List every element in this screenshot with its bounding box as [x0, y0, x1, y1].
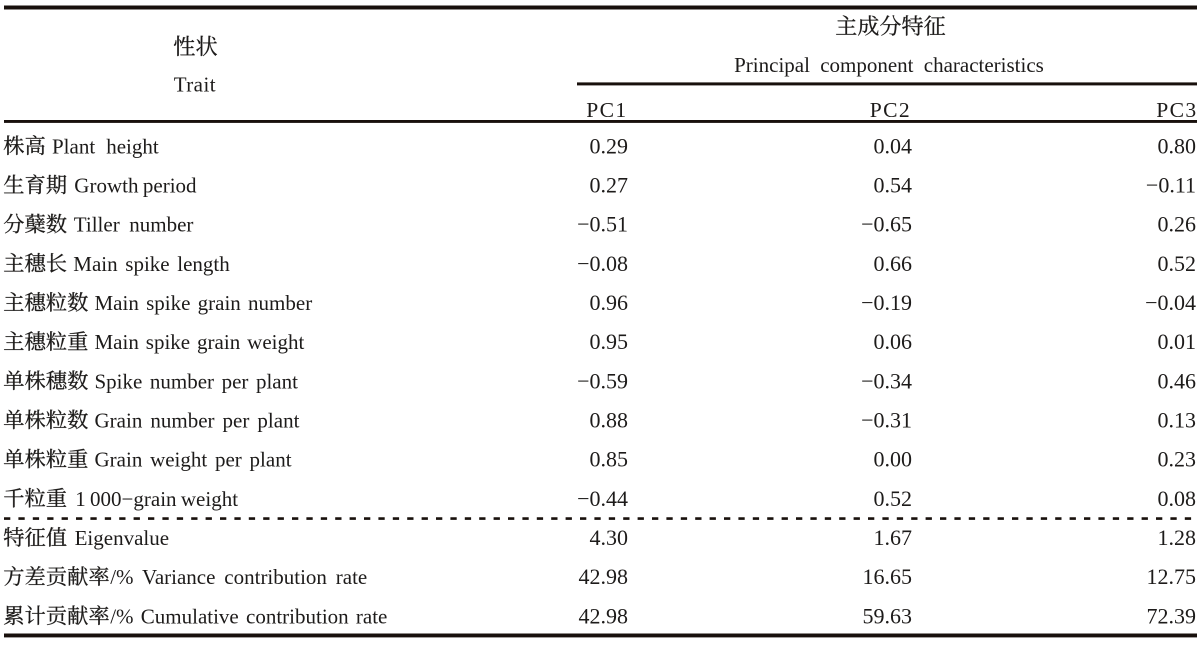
svg-text:0.52: 0.52: [874, 486, 913, 511]
svg-text:1.67: 1.67: [874, 525, 913, 550]
svg-text:12.75: 12.75: [1147, 564, 1197, 589]
svg-text:0.88: 0.88: [590, 408, 629, 433]
svg-text:0.66: 0.66: [874, 251, 913, 276]
svg-text:Eigenvalue: Eigenvalue: [75, 526, 169, 550]
svg-text:0.80: 0.80: [1158, 133, 1197, 158]
svg-text:42.98: 42.98: [579, 603, 629, 628]
svg-text:0.85: 0.85: [590, 447, 629, 472]
svg-text:Main spike length: Main spike length: [73, 252, 230, 276]
svg-text:0.27: 0.27: [590, 173, 629, 198]
svg-text:0.00: 0.00: [874, 447, 913, 472]
svg-text:PC3: PC3: [1156, 98, 1197, 122]
svg-text:1.28: 1.28: [1158, 525, 1197, 550]
svg-text:0.08: 0.08: [1158, 486, 1197, 511]
svg-text:Main spike grain weight: Main spike grain weight: [95, 330, 305, 354]
svg-text:−0.59: −0.59: [577, 368, 628, 393]
svg-text:Main spike grain number: Main spike grain number: [95, 291, 313, 315]
svg-text:0.23: 0.23: [1158, 447, 1197, 472]
svg-text:−0.51: −0.51: [577, 212, 628, 237]
svg-text:0.46: 0.46: [1158, 368, 1197, 393]
svg-text:Spike number per plant: Spike number per plant: [95, 369, 299, 393]
svg-text:Tiller number: Tiller number: [74, 213, 194, 237]
svg-text:Plant height: Plant height: [52, 134, 159, 158]
svg-text:−0.44: −0.44: [577, 486, 628, 511]
svg-text:0.54: 0.54: [874, 173, 913, 198]
svg-text:72.39: 72.39: [1147, 603, 1197, 628]
svg-text:0.01: 0.01: [1158, 329, 1197, 354]
svg-text:0.95: 0.95: [590, 329, 629, 354]
svg-text:0.96: 0.96: [590, 290, 629, 315]
svg-text:59.63: 59.63: [863, 603, 913, 628]
svg-text:0.13: 0.13: [1158, 408, 1197, 433]
svg-text:0.29: 0.29: [590, 133, 629, 158]
svg-text:0.06: 0.06: [874, 329, 913, 354]
svg-text:/% Variance contribution rate: /% Variance contribution rate: [110, 565, 367, 589]
svg-text:0.26: 0.26: [1158, 212, 1197, 237]
svg-text:Grain weight per plant: Grain weight per plant: [95, 448, 292, 472]
svg-text:16.65: 16.65: [863, 564, 913, 589]
svg-text:−0.31: −0.31: [861, 408, 912, 433]
svg-text:Trait: Trait: [174, 72, 216, 96]
svg-text:0.52: 0.52: [1158, 251, 1197, 276]
svg-text:−0.19: −0.19: [861, 290, 912, 315]
svg-text:−0.04: −0.04: [1145, 290, 1196, 315]
svg-text:/% Cumulative contribution rat: /% Cumulative contribution rate: [110, 604, 387, 628]
svg-text:PC1: PC1: [586, 98, 627, 122]
svg-text:−0.11: −0.11: [1146, 173, 1196, 198]
svg-text:−0.34: −0.34: [861, 368, 912, 393]
svg-text:−0.65: −0.65: [861, 212, 912, 237]
svg-text:42.98: 42.98: [579, 564, 629, 589]
svg-text:−0.08: −0.08: [577, 251, 628, 276]
svg-text:0.04: 0.04: [874, 133, 913, 158]
svg-text:1 000−grain weight: 1 000−grain weight: [75, 487, 238, 511]
svg-text:Grain number per plant: Grain number per plant: [95, 409, 300, 433]
svg-text:4.30: 4.30: [590, 525, 629, 550]
svg-text:Principal component characteri: Principal component characteristics: [734, 53, 1044, 77]
svg-text:Growth period: Growth period: [74, 174, 197, 198]
svg-text:PC2: PC2: [870, 98, 911, 122]
